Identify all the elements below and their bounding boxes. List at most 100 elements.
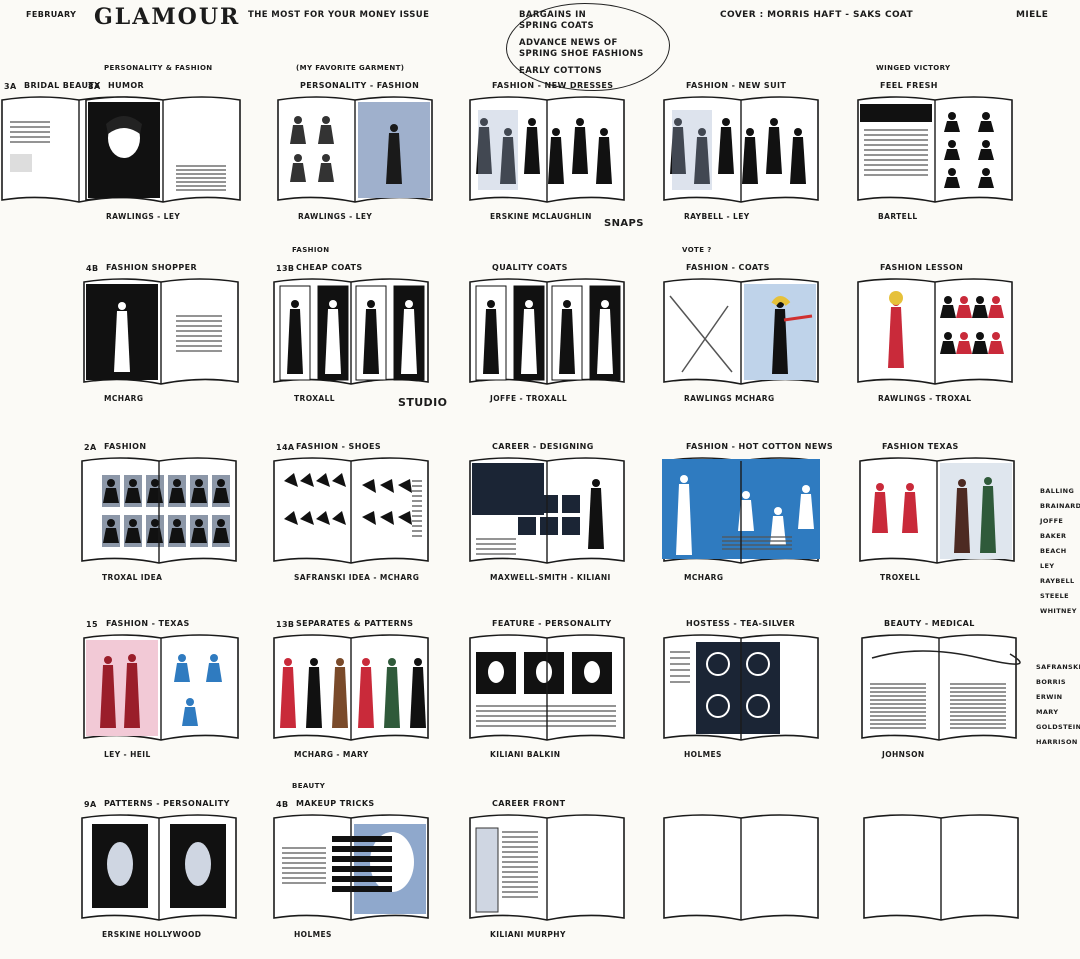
side-list-bottom: SAFRANSKI BORRIS ERWIN MARY GOLDSTEIN HA… xyxy=(1036,660,1080,750)
spread-top: Vote ? xyxy=(682,246,712,254)
side-name: GOLDSTEIN xyxy=(1036,723,1080,731)
spread-title: FEATURE - PERSONALITY xyxy=(492,619,612,628)
spread-bottom: SAFRANSKI IDEA - MCHARG xyxy=(294,573,420,582)
spread-sketch xyxy=(861,634,1021,741)
spread-thumbnail xyxy=(468,276,626,390)
spread-bottom: MCHARG xyxy=(684,573,724,582)
spread-sketch xyxy=(469,457,625,564)
spread-title: FASHION - NEW SUIT xyxy=(686,81,787,90)
spread-title: BEAUTY - MEDICAL xyxy=(884,619,975,628)
spread-title: FASHION SHOPPER xyxy=(106,263,198,272)
spread-bottom: MCHARG xyxy=(104,394,144,403)
spread-bottom: LEY - HEIL xyxy=(104,750,151,759)
spread-thumbnail xyxy=(80,455,238,569)
spread-title: FASHION - COATS xyxy=(686,263,770,272)
spread-title: FASHION - NEW DRESSES xyxy=(492,81,614,90)
spread-thumbnail xyxy=(272,812,430,926)
page-number: 2A xyxy=(84,443,97,452)
side-name: BAKER xyxy=(1040,532,1067,540)
spread-title: FASHION LESSON xyxy=(880,263,964,272)
spread-bottom: HOLMES xyxy=(294,930,332,939)
spread-title: SEPARATES & PATTERNS xyxy=(296,619,414,628)
spread-sketch xyxy=(663,96,819,203)
spread-top: BEAUTY xyxy=(292,782,326,790)
spread-bottom: TROXAL IDEA xyxy=(102,573,163,582)
spread-thumbnail xyxy=(84,94,242,208)
spread-sketch xyxy=(469,278,625,385)
page-number: 4B xyxy=(86,264,99,273)
page-number: 13B xyxy=(276,620,295,629)
spread-top: Winged Victory xyxy=(876,64,951,72)
spread-thumbnail xyxy=(272,455,430,569)
bubble-line: ADVANCE NEWS OF xyxy=(519,38,618,48)
spread-bottom: KILIANI BALKIN xyxy=(490,750,561,759)
spread-title: FASHION - TEXAS xyxy=(106,619,190,628)
spread-bottom: ERSKINE MCLAUGHLIN xyxy=(490,212,592,221)
side-name: LEY xyxy=(1040,562,1055,570)
spread-sketch xyxy=(273,814,429,921)
spread-sketch xyxy=(662,457,820,564)
spread-thumbnail xyxy=(662,276,820,390)
contents-bubble: BARGAINS IN SPRING COATS ADVANCE NEWS OF… xyxy=(506,3,670,91)
spread-title: MAKEUP TRICKS xyxy=(296,799,375,808)
side-name: BRAINARD xyxy=(1040,502,1080,510)
spread-sketch xyxy=(469,96,625,203)
side-name: BORRIS xyxy=(1036,678,1066,686)
spread-bottom: KILIANI MURPHY xyxy=(490,930,566,939)
spread-sketch xyxy=(859,457,1015,564)
page-number: 13B xyxy=(276,264,295,273)
spread-bottom: MCHARG - MARY xyxy=(294,750,369,759)
spread-sketch xyxy=(469,634,625,741)
spread-sketch xyxy=(663,814,819,921)
spread-title: CHEAP COATS xyxy=(296,263,363,272)
cover-credit: COVER : MORRIS HAFT - SAKS COAT xyxy=(720,10,913,20)
spread-title: FEEL FRESH xyxy=(880,81,938,90)
page-number: 4B xyxy=(276,800,289,809)
spread-sketch xyxy=(273,278,429,385)
page-number: 15 xyxy=(86,620,98,629)
snaps-label: SNAPS xyxy=(604,218,644,229)
spread-thumbnail xyxy=(468,94,626,208)
spread-thumbnail xyxy=(860,632,1021,746)
spread-top: (MY FAVORITE GARMENT) xyxy=(296,64,405,72)
side-name: STEELE xyxy=(1040,592,1069,600)
spread-thumbnail xyxy=(82,276,240,390)
spread-thumbnail xyxy=(856,276,1014,390)
side-name: RAYBELL xyxy=(1040,577,1075,585)
spread-title: BRIDAL BEAUTY xyxy=(24,81,101,90)
spread-thumbnail xyxy=(468,632,626,746)
spread-thumbnail xyxy=(862,812,1020,926)
spread-bottom: JOHNSON xyxy=(882,750,925,759)
issue-theme: THE MOST FOR YOUR MONEY ISSUE xyxy=(248,10,430,20)
page-number: 8A xyxy=(88,82,101,91)
spread-bottom: ERSKINE HOLLYWOOD xyxy=(102,930,202,939)
spread-sketch xyxy=(663,634,819,741)
spread-title: HUMOR xyxy=(108,81,145,90)
spread-sketch xyxy=(273,457,429,564)
spread-title: PERSONALITY - FASHION xyxy=(300,81,420,90)
spread-title: FASHION TEXAS xyxy=(882,442,959,451)
spread-bottom: RAWLINGS - LEY xyxy=(298,212,373,221)
side-name: SAFRANSKI xyxy=(1036,663,1080,671)
side-list-top: BALLING BRAINARD JOFFE BAKER BEACH LEY R… xyxy=(1040,484,1080,619)
spread-title: FASHION - HOT COTTON NEWS xyxy=(686,442,834,451)
spread-sketch xyxy=(857,96,1013,203)
spread-thumbnail xyxy=(468,812,626,926)
spread-thumbnail xyxy=(662,632,820,746)
spread-bottom: MAXWELL-SMITH - KILIANI xyxy=(490,573,611,582)
spread-bottom: RAWLINGS - LEY xyxy=(106,212,181,221)
bubble-line: EARLY COTTONS xyxy=(519,66,603,76)
spread-thumbnail xyxy=(276,94,434,208)
spread-bottom: RAWLINGS - TROXAL xyxy=(878,394,972,403)
side-name: BEACH xyxy=(1040,547,1067,555)
spread-title: FASHION xyxy=(104,442,147,451)
spread-thumbnail xyxy=(662,455,820,569)
side-name: MARY xyxy=(1036,708,1059,716)
side-name: ERWIN xyxy=(1036,693,1063,701)
side-name: BALLING xyxy=(1040,487,1075,495)
magazine-title: GLAMOUR xyxy=(94,4,241,30)
spread-sketch xyxy=(83,278,239,385)
spread-thumbnail xyxy=(856,94,1014,208)
spread-bottom: JOFFE - TROXALL xyxy=(490,394,568,403)
spread-sketch xyxy=(83,634,239,741)
